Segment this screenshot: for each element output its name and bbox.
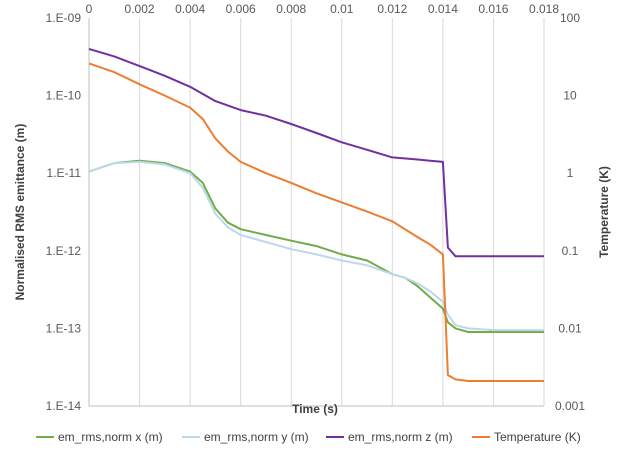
series-lines xyxy=(88,47,544,382)
y2-tick-label: 1 xyxy=(567,166,574,180)
y2-axis-title: Temperature (K) xyxy=(597,166,611,258)
x-tick-label: 0.016 xyxy=(478,2,508,16)
x-axis-title: Time (s) xyxy=(292,402,338,416)
x-tick-label: 0.006 xyxy=(226,2,256,16)
y2-tick-labels: 0.001 0.01 0.1 1 10 100 xyxy=(555,11,585,413)
series-line-4 xyxy=(88,62,544,382)
x-tick-label: 0 xyxy=(86,2,93,16)
y2-tick-label: 0.001 xyxy=(555,399,585,413)
y-tick-label: 1.E-12 xyxy=(46,244,82,258)
y-tick-label: 1.E-13 xyxy=(46,321,82,335)
legend-label: em_rms,norm z (m) xyxy=(348,430,453,444)
legend: em_rms,norm x (m) em_rms,norm y (m) em_rms… xyxy=(36,430,581,444)
grid xyxy=(88,18,545,407)
series-line-2 xyxy=(88,160,544,332)
x-tick-label: 0.004 xyxy=(175,2,205,16)
legend-label: em_rms,norm x (m) xyxy=(58,430,163,444)
y2-tick-label: 0.1 xyxy=(562,244,579,258)
x-tick-label: 0.008 xyxy=(276,2,306,16)
y-tick-labels: 1.E-14 1.E-13 1.E-12 1.E-11 1.E-10 1.E-09 xyxy=(46,11,82,413)
legend-label: em_rms,norm y (m) xyxy=(204,430,309,444)
series-line-1 xyxy=(88,159,544,333)
y-axis-title: Normalised RMS emittance (m) xyxy=(13,124,27,301)
legend-label: Temperature (K) xyxy=(494,430,581,444)
x-tick-label: 0.018 xyxy=(529,2,559,16)
series-line-3 xyxy=(88,47,544,258)
y-tick-label: 1.E-11 xyxy=(47,166,82,180)
x-tick-labels: 0 0.002 0.004 0.006 0.008 0.01 0.012 0.014 0.016… xyxy=(86,2,560,16)
x-tick-label: 0.002 xyxy=(125,2,155,16)
x-tick-label: 0.014 xyxy=(428,2,458,16)
y2-tick-label: 0.01 xyxy=(558,321,582,335)
x-tick-label: 0.01 xyxy=(330,2,354,16)
y-tick-label: 1.E-10 xyxy=(46,89,82,103)
x-tick-label: 0.012 xyxy=(377,2,407,16)
y2-tick-label: 100 xyxy=(560,11,580,25)
y-tick-label: 1.E-09 xyxy=(46,11,82,25)
y2-tick-label: 10 xyxy=(563,89,577,103)
y-tick-label: 1.E-14 xyxy=(46,399,82,413)
